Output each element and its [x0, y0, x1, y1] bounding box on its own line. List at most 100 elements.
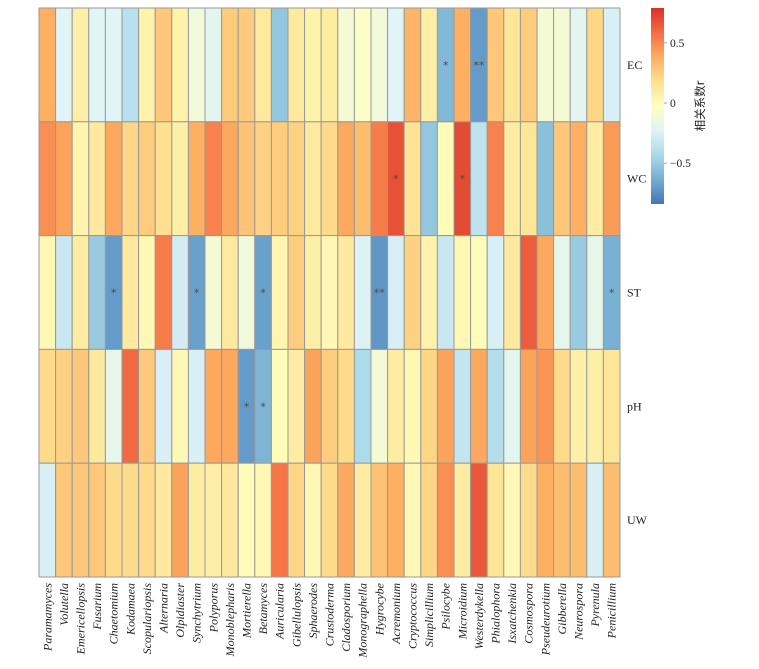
heatmap-cell	[254, 7, 272, 123]
heatmap-cell	[270, 121, 289, 237]
heatmap-cell	[154, 462, 173, 578]
heatmap-cell	[104, 462, 123, 578]
heatmap-cell	[403, 462, 422, 578]
heatmap-cell	[553, 7, 571, 123]
heatmap-cell	[171, 7, 189, 123]
significance-star: *	[111, 287, 117, 300]
heatmap-cell	[536, 348, 555, 464]
column-label: Auricularia	[273, 583, 287, 640]
heatmap-cell	[71, 7, 90, 123]
heatmap-cell	[88, 462, 106, 578]
heatmap-cell	[420, 462, 438, 578]
heatmap-cell	[420, 348, 438, 464]
column-label: Cladosporium	[339, 583, 353, 652]
heatmap-cell	[270, 348, 289, 464]
heatmap-cell	[254, 462, 272, 578]
row-label: pH	[627, 399, 642, 413]
heatmap-cell	[320, 235, 339, 350]
column-label: Monographella	[356, 583, 370, 659]
heatmap-cell	[237, 462, 256, 578]
heatmap-cell	[453, 235, 472, 350]
heatmap-cell	[138, 235, 156, 350]
heatmap-cell	[104, 348, 123, 464]
significance-star: *	[460, 173, 466, 186]
heatmap-cell	[403, 235, 422, 350]
heatmap-cell	[470, 235, 488, 350]
column-label: Pyrenula	[588, 583, 602, 628]
heatmap-cell	[88, 235, 106, 350]
heatmap-cell	[353, 235, 372, 350]
heatmap-cell	[55, 121, 73, 237]
heatmap-cell	[320, 348, 339, 464]
heatmap-cell	[221, 348, 239, 464]
heatmap-cell	[204, 7, 223, 123]
heatmap-cell	[337, 7, 355, 123]
heatmap-cell	[320, 7, 339, 123]
heatmap-cell	[420, 121, 438, 237]
column-label: Kodamaea	[123, 583, 137, 636]
heatmap-cell	[536, 235, 555, 350]
column-label: Monoblepharis	[223, 583, 237, 658]
heatmap-cell	[304, 348, 322, 464]
heatmap-cell	[154, 235, 173, 350]
heatmap-cell	[204, 121, 223, 237]
heatmap-cell	[387, 348, 405, 464]
heatmap-cell	[270, 7, 289, 123]
heatmap-cell	[370, 348, 389, 464]
column-label: Pseudeurotium	[538, 583, 552, 657]
heatmap-cell	[420, 7, 438, 123]
column-label: Penicillium	[605, 583, 619, 640]
heatmap-cell	[121, 235, 140, 350]
heatmap-cell	[370, 121, 389, 237]
heatmap-cell	[519, 121, 538, 237]
heatmap-cell	[586, 121, 604, 237]
heatmap-cell	[154, 348, 173, 464]
heatmap-cell	[586, 348, 604, 464]
significance-star: *	[194, 287, 200, 300]
column-label: Chaetomium	[107, 583, 121, 645]
heatmap-cell	[138, 7, 156, 123]
heatmap-cell	[71, 235, 90, 350]
heatmap-cell	[204, 348, 223, 464]
heatmap-cell	[453, 7, 472, 123]
column-label: Gibellulopsis	[289, 583, 303, 647]
heatmap-cell	[503, 7, 521, 123]
heatmap-cell	[569, 7, 588, 123]
heatmap-cell	[287, 235, 306, 350]
colorbar-gradient	[651, 8, 664, 204]
heatmap-cell	[337, 121, 355, 237]
column-label: Acremonium	[389, 583, 403, 645]
heatmap-cell	[353, 121, 372, 237]
heatmap-cell	[270, 235, 289, 350]
heatmap-cell	[519, 462, 538, 578]
heatmap-cell	[187, 121, 206, 237]
heatmap-cell	[387, 462, 405, 578]
heatmap-cell	[370, 7, 389, 123]
heatmap-cell	[304, 7, 322, 123]
colorbar-ticks: 0.5 0 −0.5	[664, 38, 691, 170]
heatmap-cell	[88, 7, 106, 123]
heatmap-cell	[121, 7, 140, 123]
heatmap-cell	[436, 121, 455, 237]
column-label: Mortierella	[240, 583, 254, 639]
heatmap-cell	[237, 121, 256, 237]
heatmap-cell	[486, 7, 505, 123]
heatmap-cell	[304, 462, 322, 578]
heatmap-cell	[38, 348, 57, 464]
row-label: UW	[627, 513, 648, 527]
column-label: Emericellopsis	[74, 583, 88, 656]
heatmap-cell	[187, 462, 206, 578]
column-label: Neurospora	[572, 583, 586, 641]
heatmap-cell	[270, 462, 289, 578]
heatmap-cell	[486, 235, 505, 350]
heatmap-cell	[187, 348, 206, 464]
significance-star: *	[260, 287, 266, 300]
heatmap-cell	[304, 235, 322, 350]
colorbar-tick-label: −0.5	[670, 158, 691, 170]
row-label: EC	[627, 58, 642, 72]
row-labels: EC WC ST pH UW	[627, 58, 648, 527]
heatmap-cell	[337, 235, 355, 350]
column-label: Sphaerodes	[306, 583, 320, 639]
heatmap-cell	[536, 121, 555, 237]
heatmap-cell	[536, 462, 555, 578]
